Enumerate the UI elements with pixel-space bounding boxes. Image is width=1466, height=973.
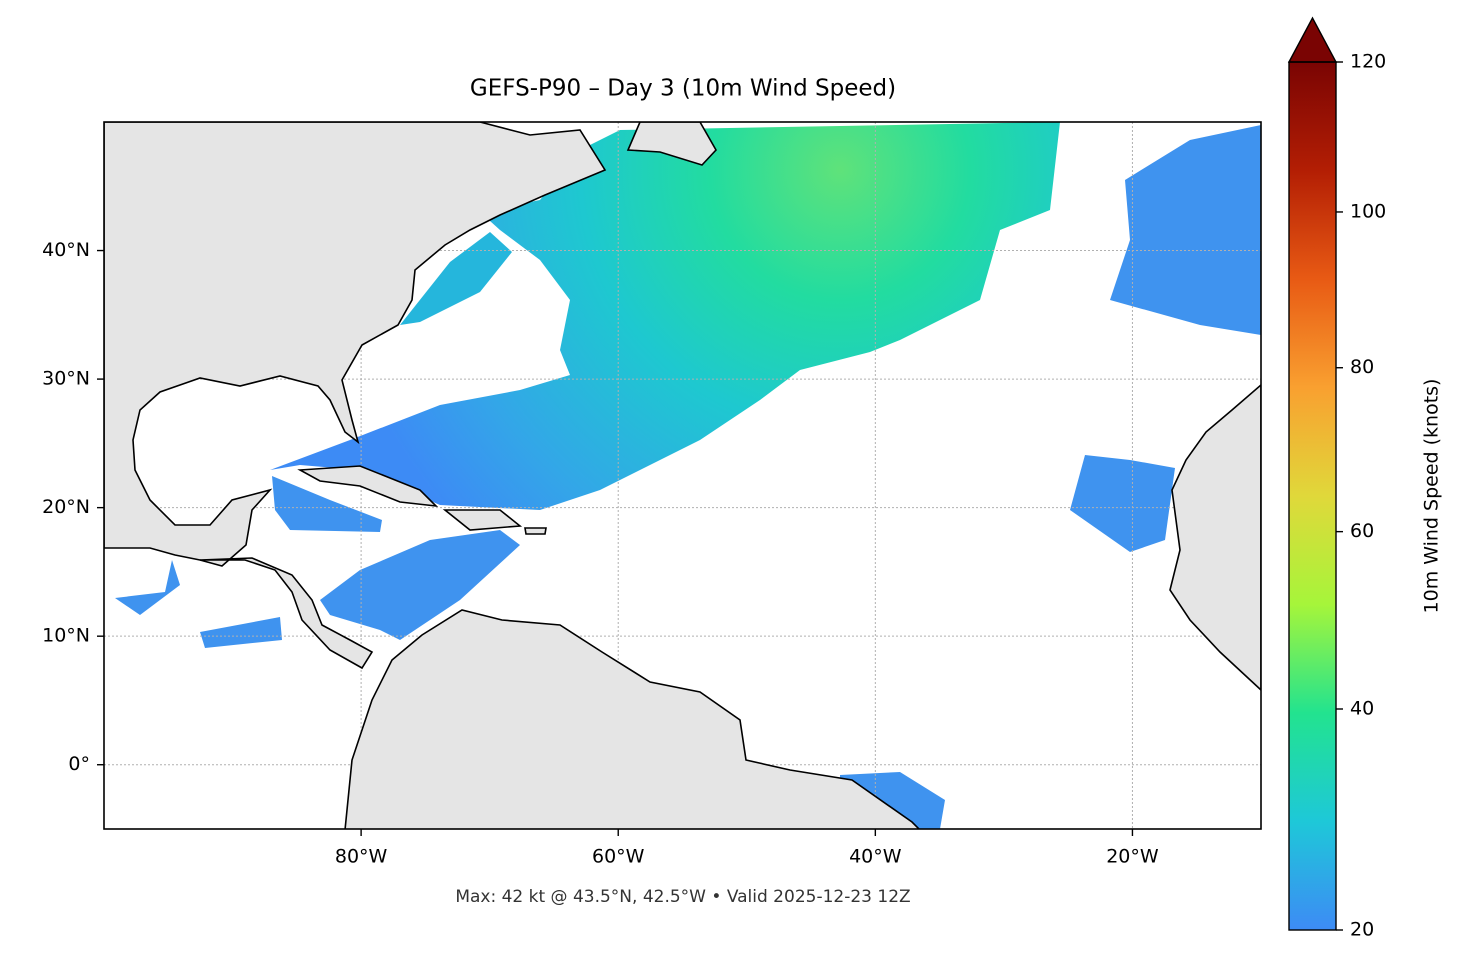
x-tick-label: 60°W [592, 846, 645, 868]
chart-title: GEFS-P90 – Day 3 (10m Wind Speed) [470, 76, 896, 102]
newfoundland [626, 122, 717, 166]
cuba [297, 465, 439, 508]
map [104, 122, 1261, 829]
wind-area [1070, 455, 1175, 552]
puerto-rico [524, 527, 547, 535]
wind-area [200, 617, 282, 648]
south-america [344, 609, 921, 829]
wind-area [270, 122, 1060, 510]
colorbar: 20 40 60 80 100 120 [1287, 16, 1386, 941]
x-tick-label: 80°W [335, 846, 388, 868]
plot-frame [103, 121, 1262, 830]
colorbar-tick-label: 20 [1350, 919, 1374, 941]
colorbar-extend [1287, 16, 1338, 63]
hispaniola [442, 509, 523, 531]
colorbar-tick-label: 40 [1350, 697, 1374, 719]
colorbar-tick-label: 80 [1350, 356, 1374, 378]
north-america [104, 122, 607, 567]
y-tick-label: 10°N [42, 625, 90, 647]
y-tick-label: 20°N [42, 496, 90, 518]
colorbar-tick-label: 100 [1350, 200, 1386, 222]
footnote: Max: 42 kt @ 43.5°N, 42.5°W • Valid 2025… [455, 887, 910, 907]
wind-area [272, 476, 382, 532]
colorbar-tick-label: 60 [1350, 520, 1374, 542]
wind-area [400, 232, 512, 325]
colorbar-gradient [1289, 62, 1336, 930]
axes: 80°W 60°W 40°W 20°W 0° 10°N 20°N 30°N 40°N [42, 239, 1159, 867]
y-tick-label: 40°N [42, 239, 90, 261]
colorbar-frame [1288, 61, 1337, 931]
wind-area [115, 560, 180, 615]
x-tick-label: 20°W [1106, 846, 1159, 868]
colorbar-tick-label: 120 [1350, 51, 1386, 73]
y-tick-label: 30°N [42, 368, 90, 390]
x-tick-label: 40°W [849, 846, 902, 868]
wind-area [320, 530, 520, 640]
colorbar-label: 10m Wind Speed (knots) [1421, 379, 1443, 614]
wind-area [840, 772, 945, 829]
wind-field [115, 122, 1261, 829]
africa [1169, 383, 1261, 692]
central-america [199, 557, 374, 670]
y-tick-label: 0° [68, 753, 90, 775]
wind-area [1110, 125, 1261, 335]
land [104, 122, 1261, 829]
